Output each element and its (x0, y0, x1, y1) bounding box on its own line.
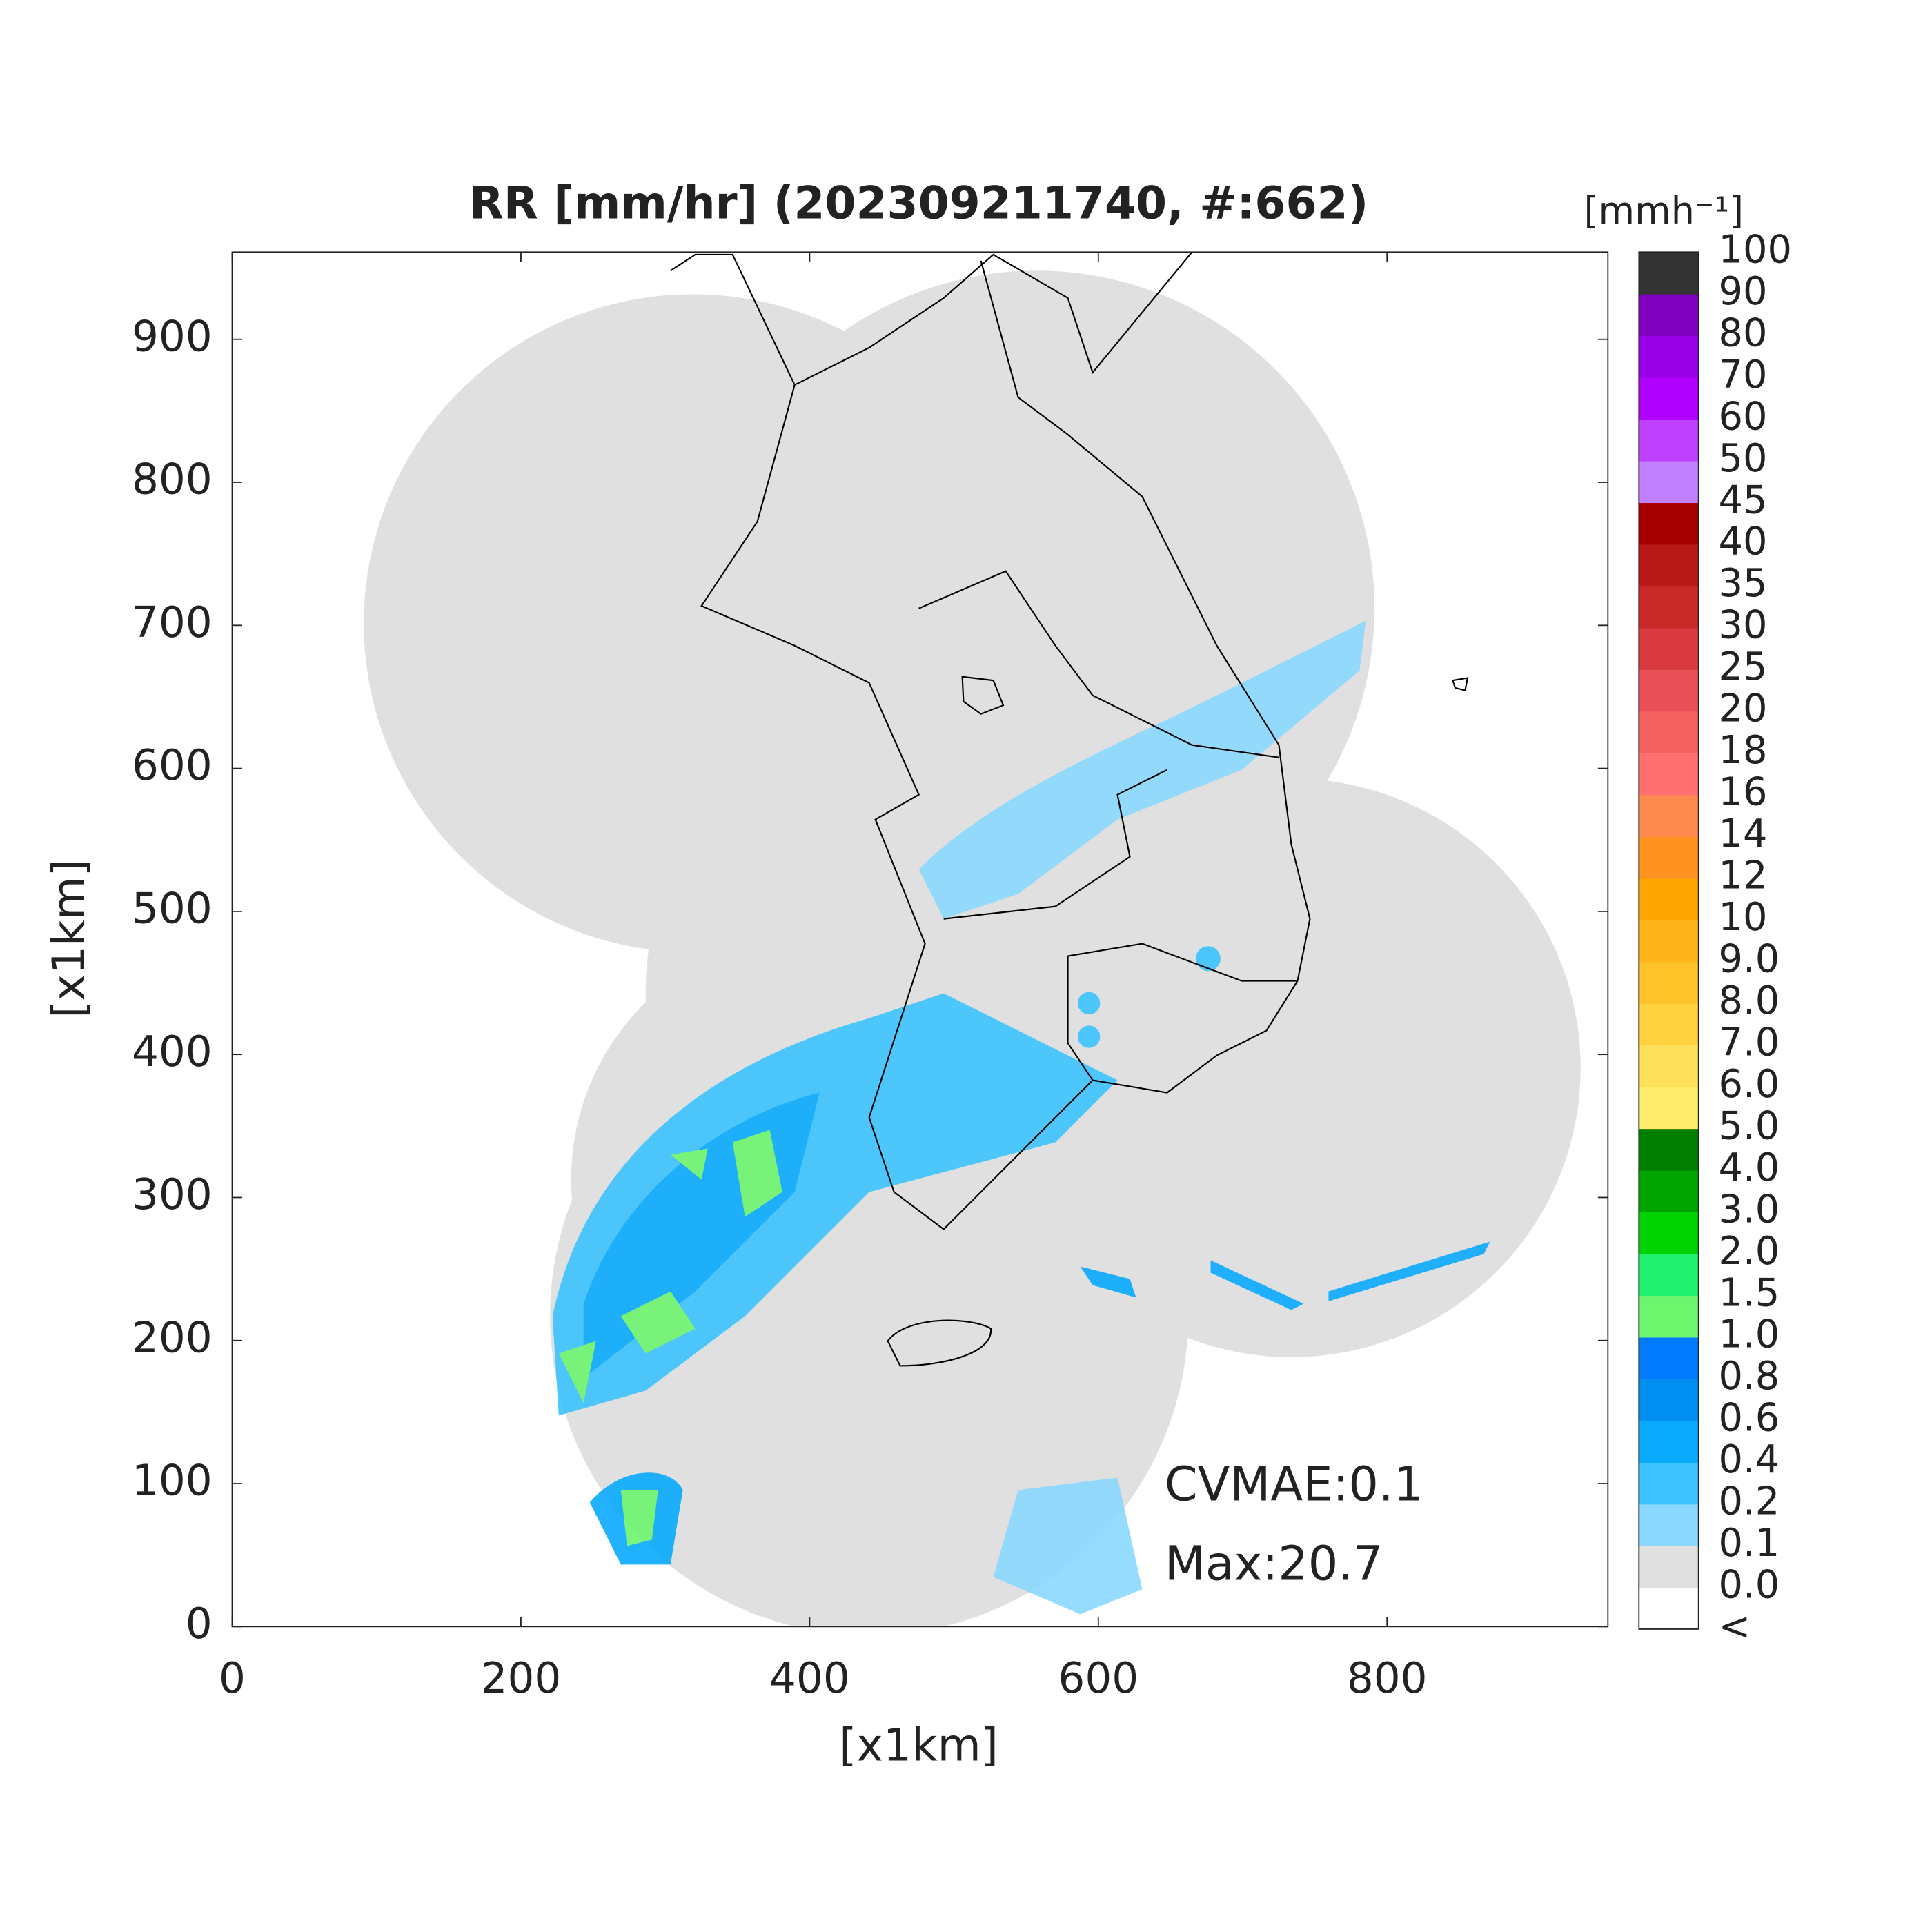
colorbar-label: 0.6 (1718, 1396, 1780, 1441)
colorbar-label: 8.0 (1718, 978, 1780, 1023)
y-tick-label: 500 (132, 884, 213, 933)
y-axis-label: [x1km] (43, 859, 95, 1018)
radar-field (364, 252, 1581, 1627)
colorbar-label: 50 (1718, 436, 1767, 481)
x-tick-label: 600 (1058, 1654, 1138, 1703)
colorbar-bin (1639, 293, 1699, 337)
colorbar-label: 2.0 (1718, 1229, 1780, 1274)
colorbar-bin (1639, 1420, 1699, 1463)
y-tick-label: 800 (132, 455, 213, 504)
colorbar-bin (1639, 502, 1699, 545)
colorbar-bin (1639, 669, 1699, 712)
y-tick-label: 400 (132, 1027, 213, 1076)
colorbar-bin (1639, 752, 1699, 796)
colorbar-label: 3.0 (1718, 1187, 1780, 1232)
colorbar-bin (1639, 1379, 1699, 1421)
colorbar-bin (1639, 377, 1699, 420)
colorbar-bin (1639, 1170, 1699, 1213)
x-tick-label: 400 (769, 1654, 850, 1703)
colorbar-bin (1639, 1504, 1699, 1546)
coastline (670, 252, 1469, 1367)
colorbar-bin (1639, 711, 1699, 753)
colorbar-label: 0.1 (1718, 1521, 1780, 1566)
colorbar-bin (1639, 1545, 1699, 1588)
colorbar-label: 0.2 (1718, 1479, 1780, 1524)
colorbar-label: 0.8 (1718, 1354, 1780, 1399)
colorbar-label: 10 (1718, 895, 1767, 940)
colorbar-label: 100 (1718, 227, 1791, 272)
colorbar-unit: [mmh⁻¹] (1584, 189, 1744, 233)
colorbar-bin (1639, 627, 1699, 670)
colorbar-bin (1639, 1253, 1699, 1297)
x-axis-label: [x1km] (839, 1719, 998, 1771)
colorbar-bin (1639, 878, 1699, 920)
colorbar-bin (1639, 1462, 1699, 1505)
colorbar-bin (1639, 961, 1699, 1004)
colorbar-label: 0.4 (1718, 1437, 1780, 1482)
x-tick-label: 800 (1347, 1654, 1428, 1703)
y-tick-label: 200 (132, 1313, 213, 1362)
colorbar-label: 12 (1718, 854, 1767, 898)
y-tick-label: 600 (132, 741, 213, 790)
colorbar-bin (1639, 1128, 1699, 1171)
colorbar-label: 80 (1718, 310, 1767, 355)
colorbar-label: 6.0 (1718, 1062, 1780, 1107)
y-tick-label: 300 (132, 1170, 213, 1219)
y-tick-label: 900 (132, 312, 213, 361)
colorbar-bin (1639, 1045, 1699, 1087)
x-tick-label: 0 (219, 1654, 246, 1703)
colorbar-bin (1639, 1587, 1699, 1630)
colorbar-bin (1639, 586, 1699, 629)
colorbar-label: 60 (1718, 394, 1767, 439)
x-tick-label: 200 (481, 1654, 562, 1703)
colorbar-bin (1639, 836, 1699, 879)
colorbar-bin (1639, 919, 1699, 963)
plot-frame (231, 251, 1609, 1628)
colorbar-label: 9.0 (1718, 936, 1780, 981)
colorbar-label: 20 (1718, 687, 1767, 731)
colorbar-label: 7.0 (1718, 1020, 1780, 1065)
colorbar-label: 1.0 (1718, 1312, 1780, 1357)
colorbar-bin (1639, 419, 1699, 462)
colorbar-label: 18 (1718, 728, 1767, 773)
colorbar-label: 35 (1718, 561, 1767, 606)
colorbar-label: 16 (1718, 770, 1767, 815)
colorbar-bin (1639, 1337, 1699, 1379)
colorbar-label: < (1718, 1604, 1751, 1649)
colorbar-label: 14 (1718, 811, 1767, 856)
colorbar-label: 90 (1718, 269, 1767, 314)
colorbar-bin (1639, 460, 1699, 504)
colorbar-bin (1639, 1086, 1699, 1130)
annotation: CVMAE:0.1 (1165, 1457, 1423, 1512)
colorbar-bin (1639, 1295, 1699, 1338)
colorbar-bin (1639, 794, 1699, 837)
colorbar-label: 40 (1718, 520, 1767, 564)
y-tick-label: 100 (132, 1457, 213, 1506)
colorbar-frame (1638, 251, 1699, 1630)
colorbar-label: 0.0 (1718, 1563, 1780, 1608)
colorbar-label: 70 (1718, 353, 1767, 397)
colorbar-label: 1.5 (1718, 1270, 1780, 1315)
colorbar-bin (1639, 1212, 1699, 1254)
colorbar-bin (1639, 335, 1699, 378)
chart-title: RR [mm/hr] (202309211740, #:662) (469, 177, 1368, 229)
colorbar-bin (1639, 1003, 1699, 1046)
y-tick-label: 0 (186, 1599, 213, 1648)
y-tick-label: 700 (132, 598, 213, 647)
colorbar-label: 25 (1718, 644, 1767, 689)
annotation: Max:20.7 (1165, 1537, 1383, 1591)
colorbar-label: 4.0 (1718, 1145, 1780, 1190)
colorbar-label: 30 (1718, 603, 1767, 648)
precipitation (552, 620, 1490, 1615)
colorbar-label: 45 (1718, 477, 1767, 522)
colorbar-bin (1639, 544, 1699, 586)
colorbar-bin (1639, 252, 1699, 295)
colorbar-label: 5.0 (1718, 1103, 1780, 1148)
